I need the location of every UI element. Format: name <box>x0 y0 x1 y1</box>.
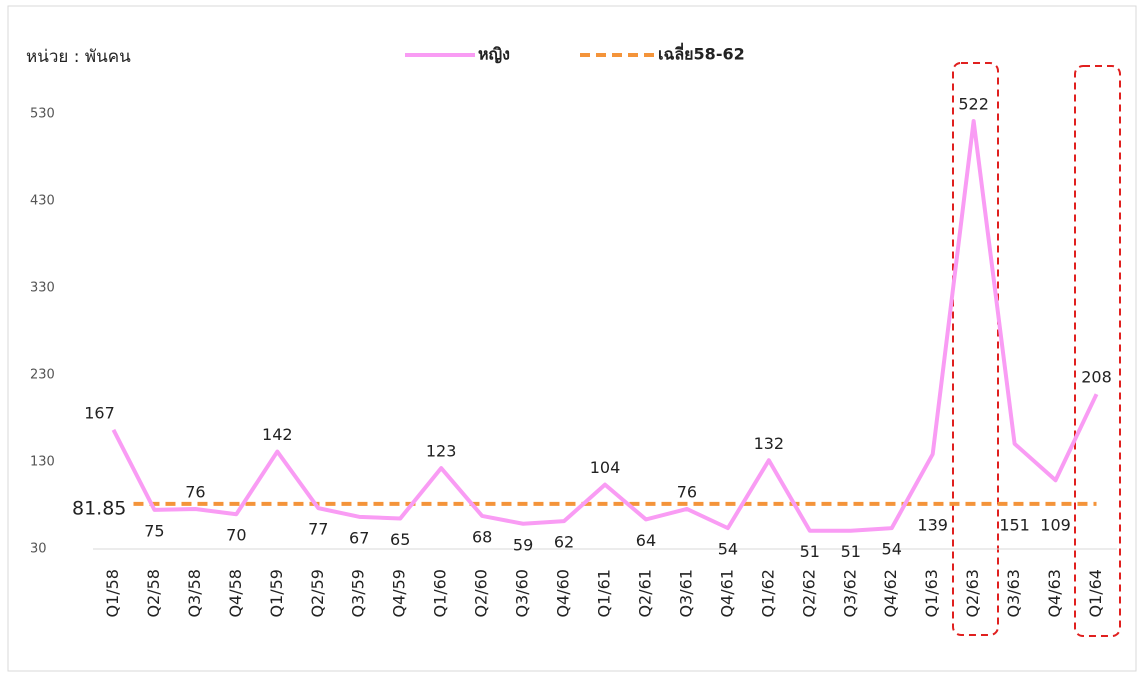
y-tick-label: 230 <box>30 368 55 383</box>
y-tick-label: 30 <box>30 542 47 557</box>
x-tick-label: Q4/62 <box>881 569 900 618</box>
data-label: 132 <box>754 434 785 453</box>
x-tick-label: Q1/63 <box>922 569 941 618</box>
chart-frame <box>7 5 1137 672</box>
reference-label: 81.85 <box>72 497 126 519</box>
unit-label: หน่วย : พันคน <box>26 47 131 67</box>
x-tick-label: Q2/62 <box>799 569 818 618</box>
x-tick-label: Q3/63 <box>1004 569 1023 618</box>
x-tick-label: Q2/59 <box>308 569 327 618</box>
data-label: 68 <box>472 527 492 546</box>
x-tick-label: Q2/58 <box>144 569 163 618</box>
data-label: 139 <box>917 515 948 534</box>
data-label: 522 <box>958 95 989 114</box>
data-label: 51 <box>800 542 820 561</box>
legend-label: หญิง <box>478 45 510 65</box>
x-tick-label: Q3/60 <box>513 569 532 618</box>
x-tick-label: Q3/61 <box>676 569 695 618</box>
data-label: 167 <box>84 403 115 422</box>
data-label: 142 <box>262 425 293 444</box>
x-tick-label: Q4/61 <box>717 569 736 618</box>
data-label: 75 <box>144 521 164 540</box>
x-tick-label: Q4/60 <box>554 569 573 618</box>
legend-label: เฉลี่ย58-62 <box>658 43 745 64</box>
x-tick-label: Q3/58 <box>185 569 204 618</box>
data-label: 76 <box>185 482 205 501</box>
data-label: 123 <box>426 442 457 461</box>
x-tick-label: Q4/63 <box>1045 569 1064 618</box>
y-tick-label: 130 <box>30 455 55 470</box>
data-label: 104 <box>590 458 621 477</box>
x-tick-label: Q1/59 <box>267 569 286 618</box>
y-tick-label: 330 <box>30 281 55 296</box>
x-tick-label: Q2/60 <box>472 569 491 618</box>
x-tick-label: Q4/58 <box>226 569 245 618</box>
x-tick-label: Q1/61 <box>595 569 614 618</box>
y-tick-label: 430 <box>30 194 55 209</box>
x-tick-label: Q1/62 <box>758 569 777 618</box>
x-tick-label: Q3/59 <box>349 569 368 618</box>
x-tick-label: Q1/58 <box>103 569 122 618</box>
data-label: 77 <box>308 520 328 539</box>
data-label: 51 <box>841 542 861 561</box>
x-tick-label: Q1/64 <box>1086 569 1105 618</box>
x-tick-label: Q1/60 <box>431 569 450 618</box>
data-label: 62 <box>554 533 574 552</box>
series-line <box>111 119 1099 533</box>
data-label: 70 <box>226 526 246 545</box>
data-label: 208 <box>1081 368 1112 387</box>
data-label: 109 <box>1040 515 1071 534</box>
data-label: 67 <box>349 528 369 547</box>
x-tick-label: Q2/63 <box>963 569 982 618</box>
data-label: 59 <box>513 535 533 554</box>
x-tick-label: Q4/59 <box>390 569 409 618</box>
data-label: 54 <box>718 540 738 559</box>
highlight-box <box>952 62 999 636</box>
x-tick-label: Q2/61 <box>635 569 654 618</box>
data-label: 76 <box>677 482 697 501</box>
data-label: 64 <box>636 531 656 550</box>
data-label: 54 <box>882 540 902 559</box>
x-tick-label: Q3/62 <box>840 569 859 618</box>
y-tick-label: 530 <box>30 107 55 122</box>
data-label: 151 <box>999 515 1030 534</box>
highlight-box <box>1074 65 1121 637</box>
data-label: 65 <box>390 530 410 549</box>
